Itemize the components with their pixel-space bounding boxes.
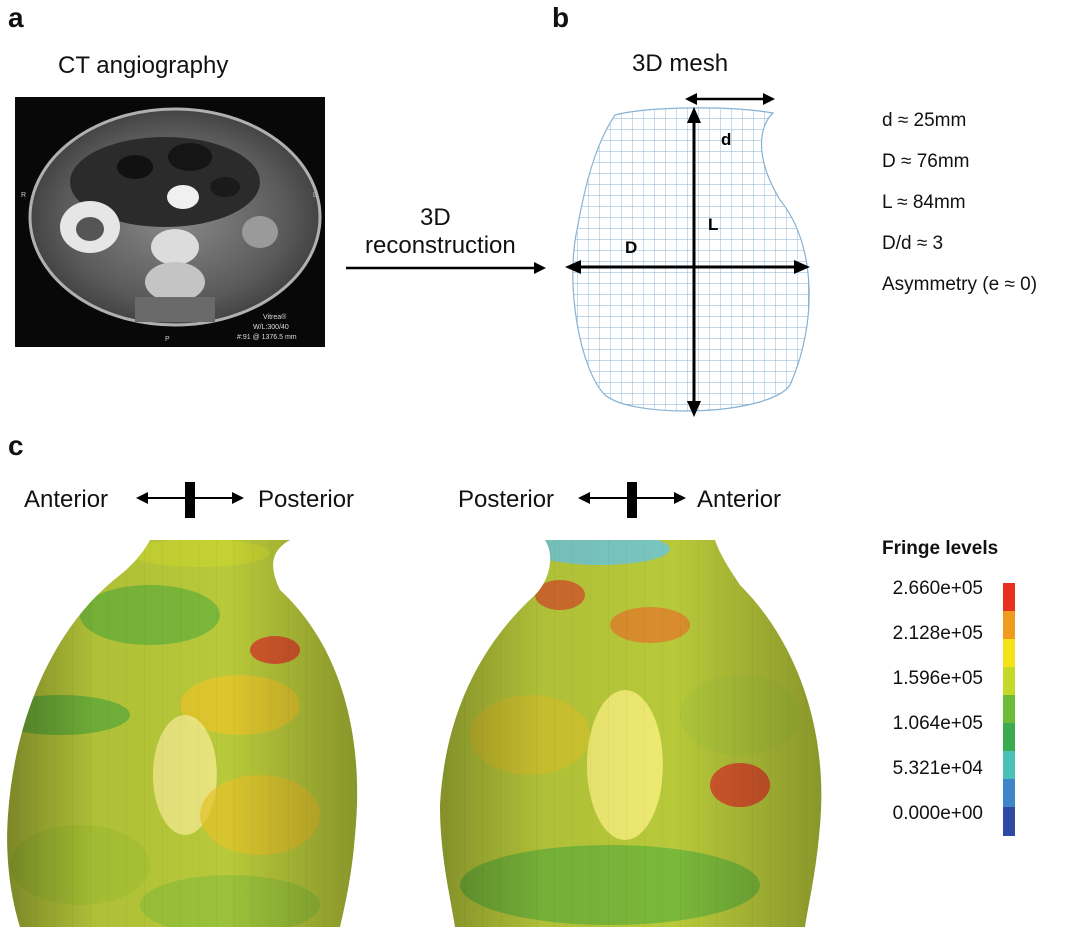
stress-map-anterior-view xyxy=(7,540,358,927)
legend-colorbar xyxy=(1003,583,1015,836)
right-view-right-label: Anterior xyxy=(697,486,782,513)
measure-L: L ≈ 84mm xyxy=(882,192,966,213)
legend-label-3: 1.596e+05 xyxy=(892,668,983,689)
legend-label-5: 5.321e+04 xyxy=(892,758,983,779)
legend-color-segment xyxy=(1003,779,1015,808)
stress-map-posterior-view xyxy=(440,540,822,927)
panel-letter-b: b xyxy=(552,2,570,33)
mesh-title: 3D mesh xyxy=(632,50,729,77)
mesh-label-D: D xyxy=(625,238,637,257)
legend-color-segment xyxy=(1003,723,1015,752)
mesh-graphic: d L D xyxy=(565,93,810,417)
reconstruction-arrow xyxy=(346,262,546,274)
legend-color-segment xyxy=(1003,639,1015,668)
ct-overlay-line-1: Vitrea® xyxy=(263,313,287,321)
ct-overlay-line-3: #:91 @ 1376.5 mm xyxy=(237,334,297,341)
legend-label-2: 2.128e+05 xyxy=(892,623,983,644)
legend-color-segment xyxy=(1003,611,1015,640)
panel-letter-a: a xyxy=(8,2,24,33)
arrow-label-line-2: reconstruction xyxy=(365,232,516,259)
ct-overlay-line-2: W/L:300/40 xyxy=(253,324,289,331)
mesh-label-L: L xyxy=(708,215,718,234)
left-view-left-label: Anterior xyxy=(24,486,109,513)
left-view-right-label: Posterior xyxy=(258,486,355,513)
right-view-left-label: Posterior xyxy=(458,486,555,513)
legend-color-segment xyxy=(1003,667,1015,696)
right-view-direction-marker xyxy=(578,482,686,518)
ct-scan-graphic: Vitrea® W/L:300/40 #:91 @ 1376.5 mm R L … xyxy=(21,107,322,343)
measure-ratio: D/d ≈ 3 xyxy=(882,233,944,254)
legend-title: Fringe levels xyxy=(882,538,999,559)
ct-image: Vitrea® W/L:300/40 #:91 @ 1376.5 mm R L … xyxy=(15,97,325,347)
ct-marker-posterior: P xyxy=(165,336,170,343)
ct-marker-left: L xyxy=(313,192,317,199)
panel-letter-c: c xyxy=(8,430,24,461)
arrow-label-line-1: 3D xyxy=(420,204,451,231)
measure-asymmetry: Asymmetry (e ≈ 0) xyxy=(882,274,1038,295)
legend-color-segment xyxy=(1003,751,1015,780)
legend-color-segment xyxy=(1003,807,1015,836)
legend-color-segment xyxy=(1003,583,1015,612)
ct-marker-right: R xyxy=(21,192,26,199)
measure-D: D ≈ 76mm xyxy=(882,151,970,172)
legend-label-6: 0.000e+00 xyxy=(892,803,983,824)
legend-color-segment xyxy=(1003,695,1015,724)
mesh-label-d: d xyxy=(721,130,731,149)
left-view-direction-marker xyxy=(136,482,244,518)
measure-d: d ≈ 25mm xyxy=(882,110,967,131)
legend-label-1: 2.660e+05 xyxy=(892,578,983,599)
ct-title: CT angiography xyxy=(58,52,229,79)
legend-label-4: 1.064e+05 xyxy=(892,713,983,734)
